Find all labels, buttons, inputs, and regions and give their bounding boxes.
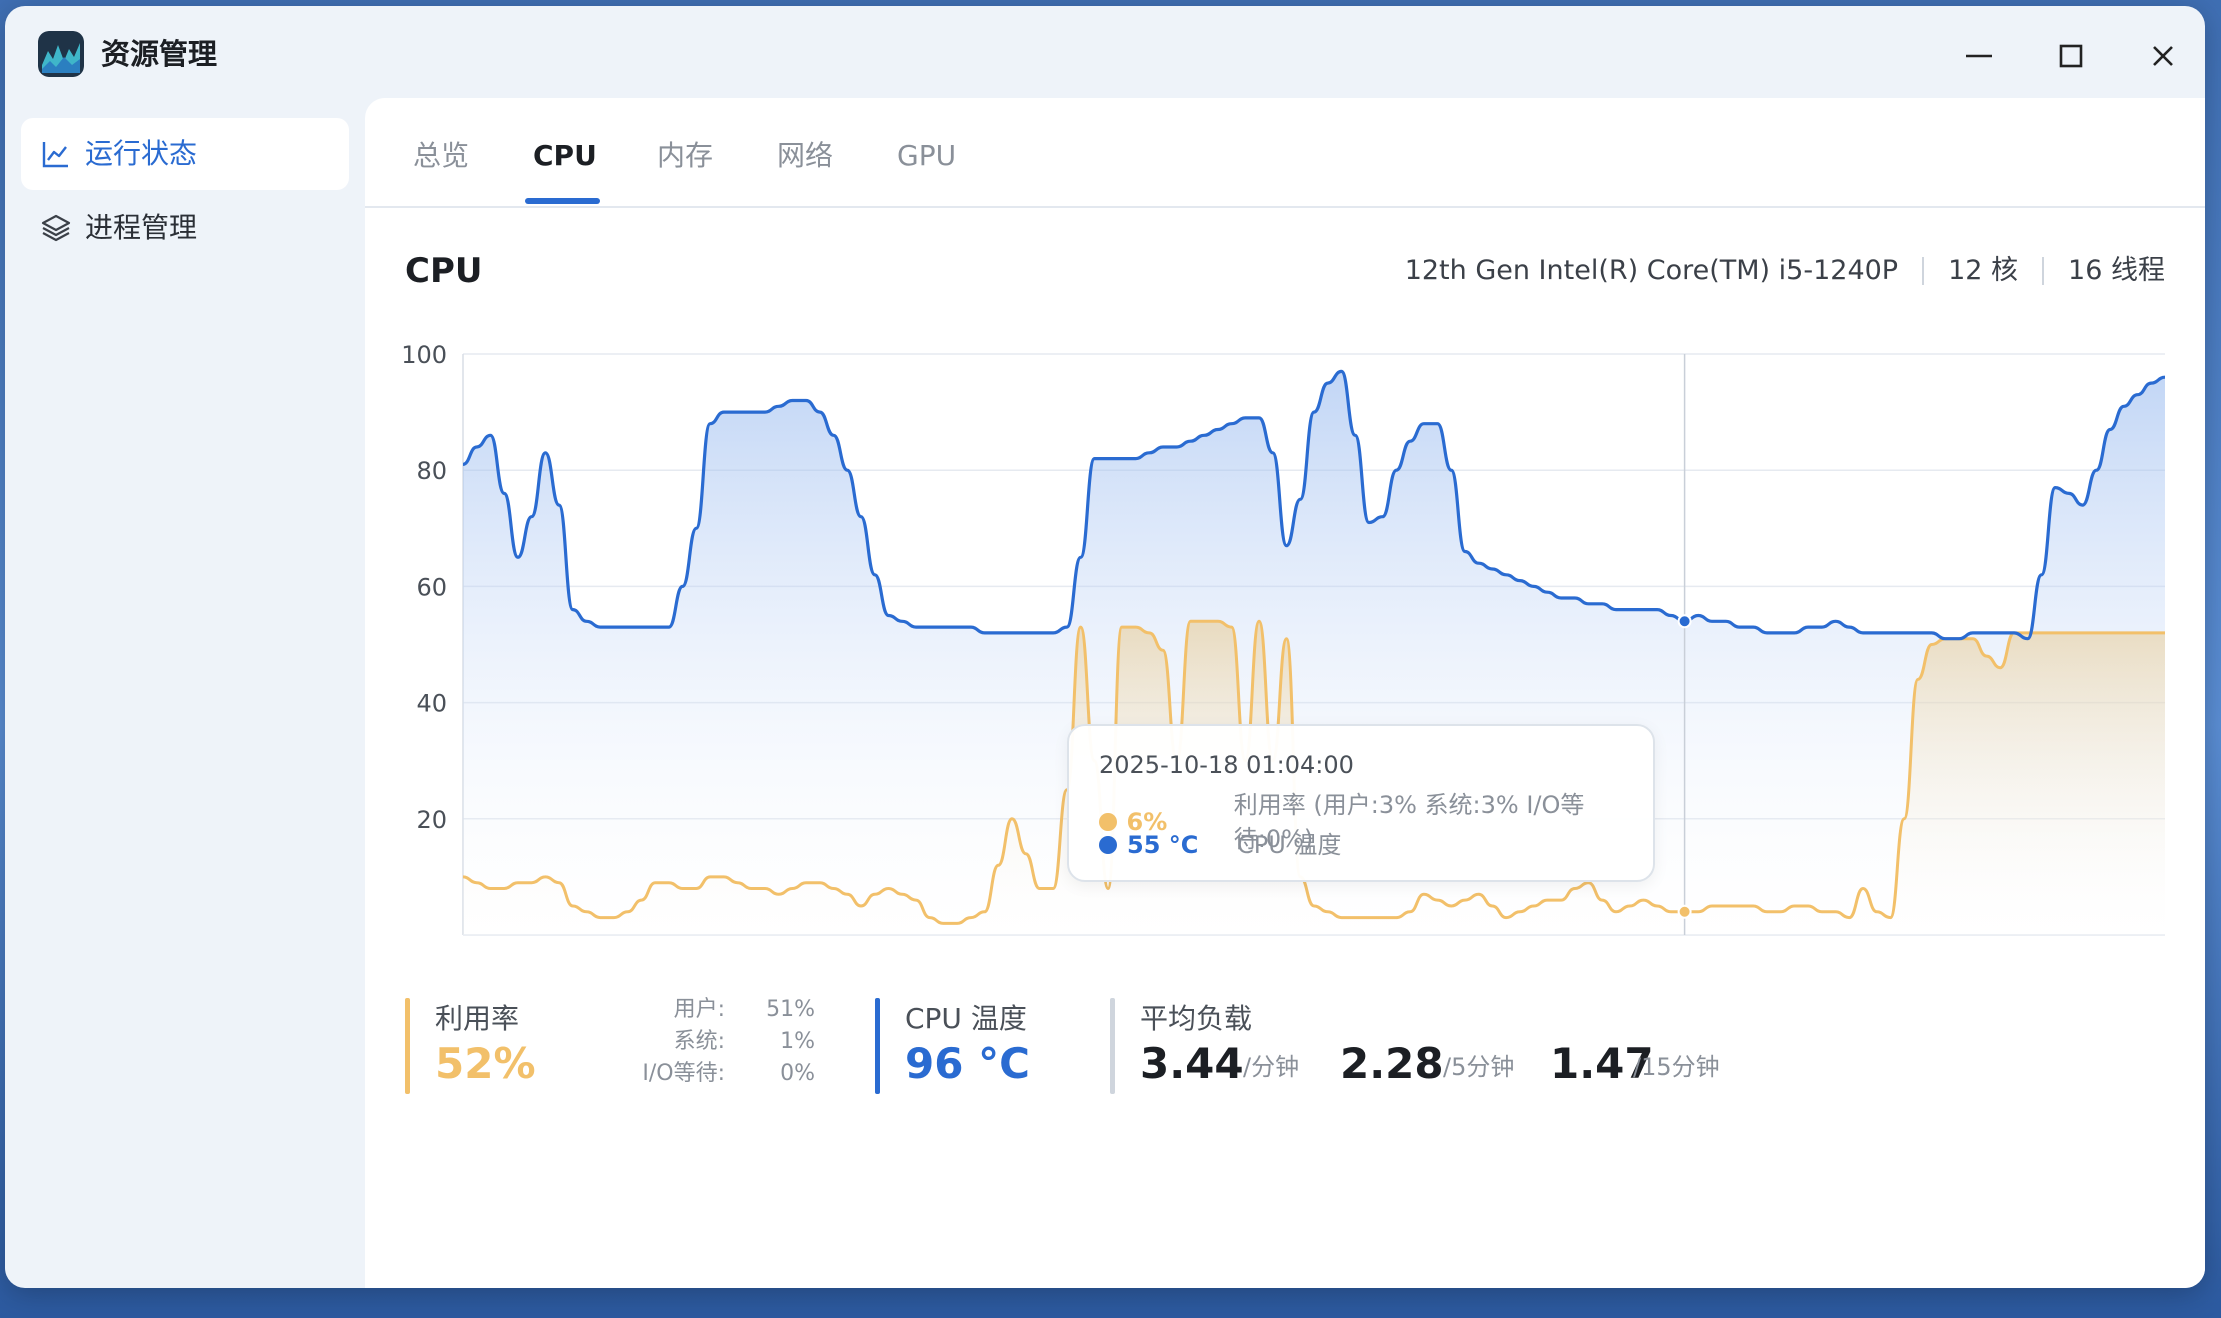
stats-panel: 利用率 52% 用户: 51% 系统: 1% I/O等待: 0% CPU 温度 … bbox=[405, 997, 2205, 1098]
sidebar-item-label: 进程管理 bbox=[85, 211, 198, 244]
system-label: 系统: bbox=[673, 1029, 725, 1054]
tooltip-temp-desc: CPU 温度 bbox=[1237, 831, 1342, 859]
temp-value: 96 °C bbox=[905, 1039, 1030, 1088]
tab-memory[interactable]: 内存 bbox=[657, 139, 714, 172]
load-5min-value: 2.28 bbox=[1340, 1039, 1444, 1088]
load-1min-unit: /分钟 bbox=[1243, 1053, 1300, 1081]
y-tick-label: 40 bbox=[416, 690, 447, 718]
util-accent-bar bbox=[405, 998, 410, 1094]
load-15min-value: 1.47 bbox=[1550, 1039, 1654, 1088]
tab-cpu[interactable]: CPU bbox=[533, 139, 597, 172]
temperature-line bbox=[462, 369, 2166, 641]
load-accent-bar bbox=[1110, 998, 1115, 1094]
title-bar: 资源管理 bbox=[5, 6, 2205, 98]
line-chart-icon bbox=[39, 137, 73, 171]
section-title: CPU bbox=[405, 251, 483, 291]
maximize-icon bbox=[2059, 44, 2083, 68]
maximize-button[interactable] bbox=[2043, 28, 2099, 84]
io-label: I/O等待: bbox=[642, 1061, 725, 1086]
tooltip-time: 2025-10-18 01:04:00 bbox=[1099, 751, 1354, 779]
cpu-cores: 12 核 bbox=[1948, 255, 2019, 286]
io-value: 0% bbox=[780, 1061, 815, 1086]
sidebar-item-label: 运行状态 bbox=[85, 137, 198, 170]
load-15min-unit: /15分钟 bbox=[1633, 1053, 1720, 1081]
load-label: 平均负载 bbox=[1140, 1002, 1253, 1035]
chart-tooltip: 2025-10-18 01:04:00 6% 利用率 (用户:3% 系统:3% … bbox=[1067, 724, 1655, 882]
tab-bar: 总览 CPU 内存 网络 GPU bbox=[365, 98, 2205, 208]
user-label: 用户: bbox=[673, 997, 725, 1022]
y-tick-label: 80 bbox=[416, 457, 447, 485]
tooltip-util-value: 6% bbox=[1126, 808, 1168, 836]
utilization-hover-point bbox=[1677, 904, 1692, 919]
tooltip-temp-value: 55 °C bbox=[1127, 831, 1199, 859]
layers-icon bbox=[39, 211, 73, 245]
app-logo-icon bbox=[38, 31, 84, 77]
system-value: 1% bbox=[780, 1029, 815, 1054]
y-tick-label: 20 bbox=[416, 806, 447, 834]
cpu-threads: 16 线程 bbox=[2068, 255, 2165, 286]
app-title: 资源管理 bbox=[101, 37, 218, 71]
sidebar: 运行状态 进程管理 bbox=[5, 98, 365, 1288]
temperature-area bbox=[463, 371, 2165, 935]
y-tick-label: 100 bbox=[401, 341, 447, 369]
active-tab-indicator bbox=[525, 198, 600, 204]
utilization-line bbox=[462, 619, 2165, 925]
util-label: 利用率 bbox=[435, 1002, 520, 1035]
tooltip-util-row: 6% 利用率 (用户:3% 系统:3% I/O等待:0%) bbox=[1099, 788, 1653, 856]
divider bbox=[1922, 257, 1925, 285]
load-5min-unit: /5分钟 bbox=[1443, 1053, 1515, 1081]
tab-network[interactable]: 网络 bbox=[777, 139, 834, 172]
legend-dot-util bbox=[1099, 813, 1117, 831]
user-value: 51% bbox=[766, 997, 815, 1022]
sidebar-item-status[interactable]: 运行状态 bbox=[21, 118, 349, 190]
close-icon bbox=[2153, 46, 2173, 66]
legend-dot-temp bbox=[1099, 836, 1117, 854]
main-panel: 总览 CPU 内存 网络 GPU CPU 12th Gen Intel(R) C… bbox=[365, 98, 2205, 1288]
tab-overview[interactable]: 总览 bbox=[413, 139, 470, 172]
cpu-chart[interactable]: 100 80 60 40 20 bbox=[365, 98, 2205, 978]
minimize-icon bbox=[1966, 54, 1992, 58]
divider bbox=[2042, 257, 2045, 285]
tooltip-util-desc: 利用率 (用户:3% 系统:3% I/O等待:0%) bbox=[1233, 791, 1585, 853]
utilization-area bbox=[463, 621, 2165, 935]
tab-gpu[interactable]: GPU bbox=[897, 139, 957, 172]
tooltip-temp-row: 55 °C CPU 温度 bbox=[1099, 828, 1341, 862]
app-window: 资源管理 运行状态 进程管理 总览 CPU 内存 bbox=[5, 6, 2205, 1288]
cpu-model: 12th Gen Intel(R) Core(TM) i5-1240P bbox=[1404, 255, 1899, 286]
minimize-button[interactable] bbox=[1951, 28, 2007, 84]
temp-label: CPU 温度 bbox=[905, 1002, 1027, 1035]
temperature-hover-point bbox=[1677, 614, 1692, 629]
y-tick-label: 60 bbox=[416, 573, 447, 601]
load-1min-value: 3.44 bbox=[1140, 1039, 1244, 1088]
util-value: 52% bbox=[435, 1039, 536, 1088]
temp-accent-bar bbox=[875, 998, 880, 1094]
sidebar-item-process[interactable]: 进程管理 bbox=[21, 192, 349, 264]
close-button[interactable] bbox=[2135, 28, 2191, 84]
cpu-info: 12th Gen Intel(R) Core(TM) i5-1240P 12 核… bbox=[1405, 248, 2165, 294]
